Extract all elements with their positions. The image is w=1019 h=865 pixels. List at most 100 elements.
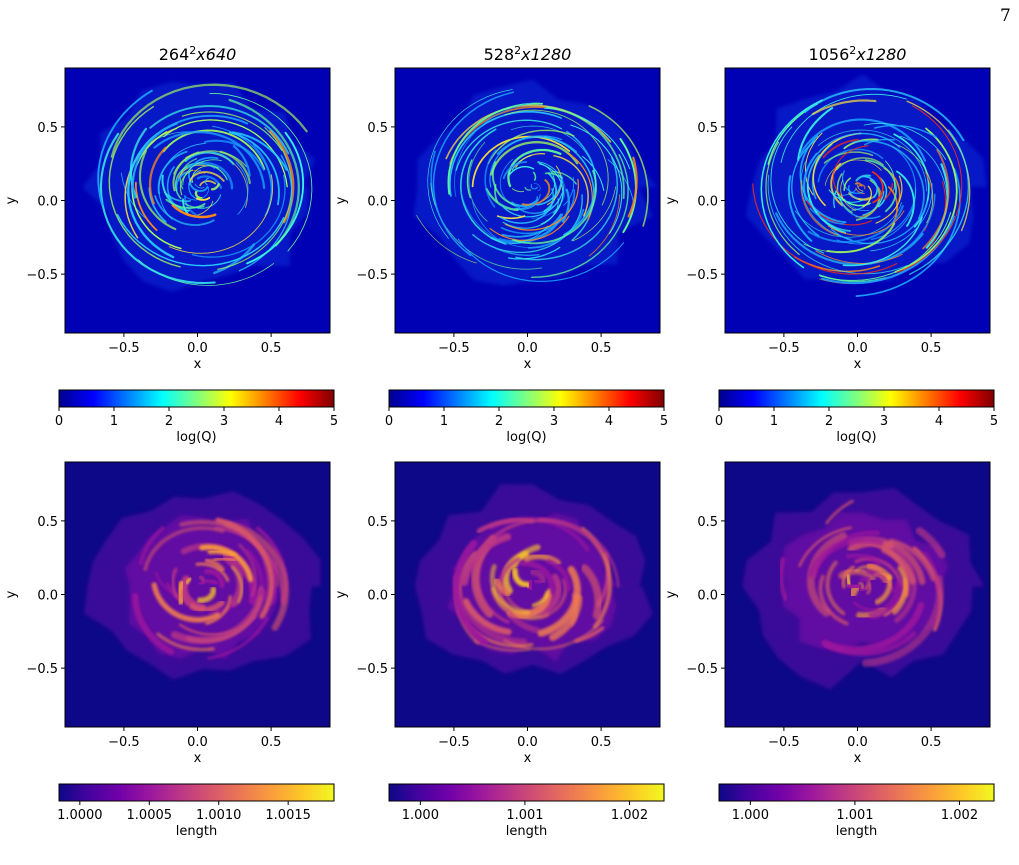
filament — [153, 130, 266, 190]
filament — [523, 553, 561, 566]
filament — [460, 191, 545, 249]
filament — [151, 582, 221, 623]
heatmap-field — [84, 491, 321, 680]
filament — [845, 552, 883, 566]
filament — [185, 577, 192, 585]
y-tick-label: 0.5 — [697, 121, 718, 136]
filament — [807, 205, 904, 244]
filament — [203, 569, 225, 589]
filament — [228, 98, 300, 247]
filament — [588, 194, 620, 257]
filament — [800, 161, 853, 240]
filament — [812, 132, 862, 207]
filament — [135, 181, 158, 231]
colorbar — [58, 783, 335, 802]
filament — [427, 89, 513, 239]
filament — [508, 166, 535, 176]
colorbar-tick-label: 1.000 — [402, 808, 439, 823]
filament — [496, 136, 578, 155]
filament — [194, 183, 205, 189]
filament — [855, 187, 865, 195]
filament — [245, 548, 264, 597]
filament — [574, 626, 605, 643]
filament — [530, 184, 538, 190]
filament — [870, 183, 933, 252]
filament — [460, 533, 512, 586]
filament — [908, 129, 970, 275]
filament — [502, 198, 559, 229]
filament — [775, 212, 924, 266]
filament — [184, 186, 209, 201]
filament — [452, 539, 488, 646]
filament — [188, 181, 209, 192]
filament — [871, 171, 884, 204]
filament — [504, 178, 579, 231]
filament — [787, 175, 813, 242]
filament — [848, 185, 859, 200]
filament — [767, 174, 908, 275]
colorbar-tick-label: 2 — [165, 414, 173, 429]
filament — [493, 577, 512, 597]
colorbar-tick-label: 3 — [220, 414, 228, 429]
filament — [189, 599, 226, 613]
filament — [490, 141, 579, 176]
filament — [883, 193, 936, 262]
filament — [572, 186, 616, 242]
y-tick-label: 0.0 — [697, 589, 718, 604]
filament — [811, 99, 877, 116]
filament — [809, 207, 845, 225]
filament — [828, 189, 865, 203]
filament — [210, 183, 220, 191]
filament — [881, 546, 916, 585]
filament — [501, 213, 562, 238]
filament — [825, 560, 846, 616]
filament — [546, 559, 571, 592]
filament — [818, 574, 849, 626]
filament — [845, 581, 863, 592]
filament — [825, 499, 854, 525]
filament — [529, 568, 547, 585]
filament — [197, 200, 214, 216]
filament — [760, 99, 823, 269]
filament — [156, 632, 215, 652]
filament — [154, 195, 215, 226]
y-tick-label: 0.0 — [367, 589, 388, 604]
colorbar-tick-label: 1.001 — [836, 808, 873, 823]
filament — [553, 154, 589, 217]
x-axis-label: x — [194, 357, 202, 372]
y-tick-label: −0.5 — [26, 268, 58, 283]
colorbar — [718, 389, 995, 408]
x-axis-label: x — [854, 357, 862, 372]
x-tick-label: 0.0 — [187, 341, 208, 356]
filament — [841, 565, 855, 589]
filament — [842, 216, 923, 267]
filament — [894, 127, 958, 273]
filament — [830, 163, 844, 207]
filament — [213, 243, 256, 275]
panel-2: 5282x1280 −0.5 0.0 0.5 x 0.5 0.0 −0.5 y 0 1 2 3 4 5 log… — [334, 44, 668, 446]
heatmap-field — [413, 79, 658, 286]
filament — [856, 181, 864, 192]
filament — [196, 175, 222, 189]
filament — [858, 574, 871, 585]
filament — [188, 171, 225, 185]
filament — [531, 588, 551, 608]
filament — [580, 564, 603, 620]
colorbar-tick-label: 4 — [275, 414, 283, 429]
filament — [108, 105, 181, 268]
filament — [861, 175, 878, 199]
filament — [457, 238, 625, 282]
panel-1: 2642x640 −0.5 0.0 0.5 x 0.5 0.0 −0.5 y 0 1 2 3 4 5 log(… — [4, 44, 338, 446]
heatmap-field — [82, 81, 316, 293]
filament — [862, 191, 885, 216]
filament — [209, 92, 313, 252]
filament — [447, 102, 544, 195]
y-tick-label: −0.5 — [356, 662, 388, 677]
filament — [852, 139, 925, 220]
filament — [508, 225, 548, 245]
filament — [537, 566, 581, 637]
filament — [217, 127, 293, 270]
filament — [168, 174, 274, 254]
filament — [110, 83, 308, 158]
x-tick-label: −0.5 — [438, 735, 470, 750]
